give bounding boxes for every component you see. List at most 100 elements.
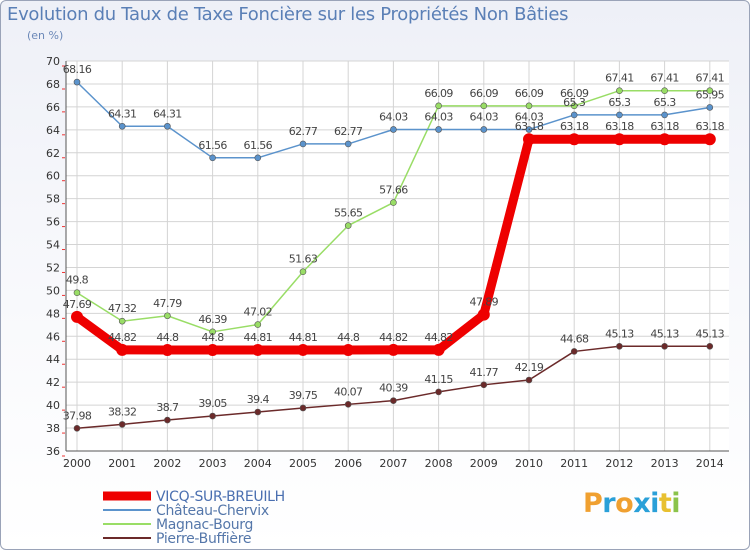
data-label: 45.13 xyxy=(605,327,634,340)
data-point xyxy=(616,342,623,350)
data-label: 45.13 xyxy=(696,327,725,340)
x-tick-label: 2010 xyxy=(515,457,543,470)
x-tick-label: 2008 xyxy=(425,457,453,470)
data-label: 64.31 xyxy=(153,107,182,120)
data-point xyxy=(73,424,81,432)
data-point xyxy=(297,343,309,356)
data-point xyxy=(342,344,355,357)
data-point xyxy=(523,133,535,146)
data-label: 47.79 xyxy=(153,297,182,310)
legend-label: Magnac-Bourg xyxy=(156,517,253,533)
data-label: 47.32 xyxy=(108,302,137,315)
data-label: 39.05 xyxy=(198,397,227,410)
data-point xyxy=(525,126,533,133)
grid xyxy=(66,60,729,452)
data-point xyxy=(116,343,129,356)
y-tick-label: 40 xyxy=(46,399,60,412)
data-label: 62.77 xyxy=(334,125,363,138)
legend-label: Château-Chervix xyxy=(156,503,269,519)
data-point xyxy=(570,102,578,110)
logo-letter: r xyxy=(602,488,616,519)
x-tick-labels: 2000 2001 2002 2003 2004 2005 2006 2007 2008 2009… xyxy=(63,457,724,470)
y-tick-label: 36 xyxy=(46,445,60,458)
data-point xyxy=(477,308,490,321)
x-tick-label: 2005 xyxy=(289,457,317,470)
series-pierre-buffiere: 37.98 38.32 38.7 39.05 39.4 39.75 40.07 40.39 41… xyxy=(63,327,725,432)
data-label: 51.63 xyxy=(289,253,318,266)
data-point xyxy=(209,328,216,336)
x-tick-label: 2011 xyxy=(560,457,588,470)
series-vicq-sur-breuilh: 47.69 44.82 44.8 44.8 44.81 44.81 44.8 44.82 44.… xyxy=(63,120,725,357)
data-label: 44.82 xyxy=(379,331,408,344)
data-point xyxy=(703,133,716,146)
data-label: 65.3 xyxy=(563,96,586,109)
data-point xyxy=(480,381,488,389)
legend: VICQ-SUR-BREUILHChâteau-ChervixMagnac-Bo… xyxy=(103,489,285,547)
data-label: 44.8 xyxy=(202,331,225,344)
x-tick-label: 2006 xyxy=(334,457,362,470)
data-label: 63.18 xyxy=(560,120,589,133)
data-point xyxy=(118,317,126,325)
logo-letter: x xyxy=(633,488,651,519)
logo-letter: o xyxy=(615,488,634,519)
data-label: 47.69 xyxy=(63,298,92,311)
y-tick-label: 64 xyxy=(46,124,60,137)
data-label: 64.03 xyxy=(379,110,408,123)
data-label: 47.02 xyxy=(244,306,273,319)
x-tick-label: 2002 xyxy=(153,457,181,470)
data-point xyxy=(432,343,445,356)
proxiti-logo: Proxiti xyxy=(583,488,681,519)
data-point xyxy=(616,87,623,95)
y-tick-label: 62 xyxy=(46,147,60,160)
y-tick-label: 60 xyxy=(46,170,60,183)
data-label: 68.16 xyxy=(63,63,92,76)
data-point xyxy=(568,133,581,146)
y-tick-label: 54 xyxy=(46,239,60,252)
data-point xyxy=(299,404,307,412)
data-point xyxy=(661,111,668,119)
data-point xyxy=(118,421,126,428)
series-chateau-chervix: 68.16 64.31 64.31 61.56 61.56 62.77 62.77 64.03… xyxy=(63,63,725,162)
data-point xyxy=(616,111,623,119)
data-point xyxy=(435,388,442,396)
chart-title: Evolution du Taux de Taxe Foncière sur l… xyxy=(7,4,569,25)
data-point xyxy=(661,342,668,350)
data-point xyxy=(209,154,216,162)
data-label: 61.56 xyxy=(244,139,273,152)
y-tick-label: 58 xyxy=(46,193,60,206)
data-point xyxy=(254,321,262,328)
data-point xyxy=(480,126,488,133)
data-point xyxy=(299,140,307,148)
y-tick-label: 46 xyxy=(46,330,60,343)
data-label: 65.3 xyxy=(654,96,677,109)
data-point xyxy=(344,140,352,148)
data-label: 44.82 xyxy=(424,331,453,344)
data-point xyxy=(73,289,81,297)
data-point xyxy=(570,348,578,355)
data-label: 63.18 xyxy=(515,120,544,133)
data-label: 44.81 xyxy=(244,331,273,344)
data-point xyxy=(387,343,400,356)
y-tick-label: 56 xyxy=(46,216,60,229)
data-point xyxy=(164,416,171,424)
data-label: 63.18 xyxy=(696,120,725,133)
data-point xyxy=(254,408,262,416)
data-point xyxy=(118,122,126,130)
plot-area xyxy=(66,61,729,451)
data-point xyxy=(706,104,714,111)
x-tick-label: 2014 xyxy=(696,457,724,470)
y-tick-label: 48 xyxy=(46,307,60,320)
data-label: 41.77 xyxy=(470,366,499,379)
data-label: 66.09 xyxy=(470,87,499,100)
data-label: 57.66 xyxy=(379,184,408,197)
data-label: 65.95 xyxy=(696,88,725,101)
logo-letter: t xyxy=(658,488,672,519)
data-label: 67.41 xyxy=(696,72,725,85)
x-tick-label: 2012 xyxy=(605,457,633,470)
data-point xyxy=(344,222,352,229)
data-point xyxy=(435,102,442,110)
data-label: 44.8 xyxy=(337,331,360,344)
data-label: 45.13 xyxy=(650,327,679,340)
